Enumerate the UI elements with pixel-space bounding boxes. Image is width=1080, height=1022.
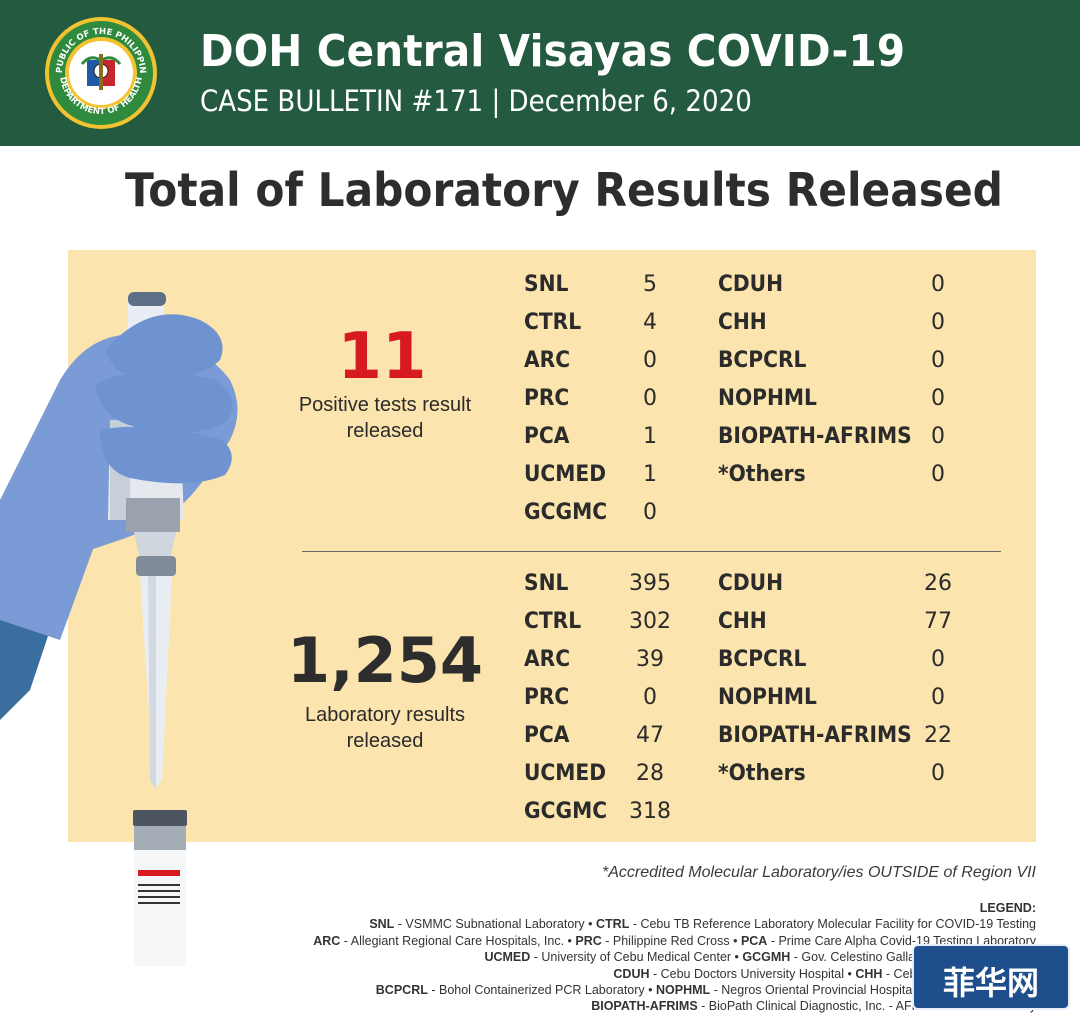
released-lab-name: ARC [524, 647, 571, 672]
positive-total-label: Positive tests result released [282, 392, 488, 444]
legend-code: CDUH [613, 966, 650, 981]
released-lab-value: 0 [931, 761, 945, 786]
released-lab-name: CDUH [718, 571, 784, 596]
positive-lab-name: CHH [718, 310, 767, 335]
released-lab-value: 0 [931, 685, 945, 710]
legend-desc: - Philippine Red Cross • [601, 933, 741, 948]
positive-lab-value: 0 [931, 386, 945, 411]
positive-lab-name: SNL [524, 272, 569, 297]
released-lab-value: 0 [931, 647, 945, 672]
legend-code: PRC [575, 933, 602, 948]
released-lab-name: PRC [524, 685, 570, 710]
released-lab-value: 395 [629, 571, 671, 596]
released-label-line-2: released [346, 730, 424, 752]
positive-lab-value: 1 [643, 462, 657, 487]
released-lab-value: 47 [636, 723, 664, 748]
released-lab-value: 302 [629, 609, 671, 634]
gloved-hand-pipette-illustration [0, 292, 238, 966]
legend-desc: - University of Cebu Medical Center • [530, 950, 743, 965]
released-total-label: Laboratory results released [285, 702, 485, 754]
positive-lab-name: NOPHML [718, 386, 817, 411]
released-lab-value: 28 [636, 761, 664, 786]
legend-desc: - Cebu Doctors University Hospital • [649, 966, 856, 981]
legend-code: UCMED [484, 950, 531, 965]
positive-lab-name: *Others [718, 462, 806, 487]
watermark-text: 菲华网 [942, 964, 1039, 1002]
legend-desc: - Bohol Containerized PCR Laboratory • [427, 983, 656, 998]
released-lab-value: 77 [924, 609, 952, 634]
positive-lab-value: 0 [643, 348, 657, 373]
legend-code: PCA [740, 933, 768, 948]
positive-lab-value: 0 [931, 310, 945, 335]
header-banner: REPUBLIC OF THE PHILIPPINES DEPARTMENT O… [0, 0, 1080, 146]
released-lab-value: 39 [636, 647, 664, 672]
released-lab-name: PCA [524, 723, 570, 748]
legend-code: ARC [313, 933, 341, 948]
bulletin-title: DOH Central Visayas COVID-19 [200, 26, 906, 77]
positive-lab-name: CDUH [718, 272, 784, 297]
released-lab-value: 22 [924, 723, 952, 748]
positive-lab-name: ARC [524, 348, 571, 373]
legend-code: SNL [369, 917, 395, 932]
released-lab-value: 26 [924, 571, 952, 596]
legend-desc: - VSMMC Subnational Laboratory • [394, 917, 597, 932]
positive-lab-name: UCMED [524, 462, 607, 487]
positive-lab-value: 0 [931, 462, 945, 487]
results-panel [68, 250, 1036, 842]
legend-code: NOPHML [655, 983, 711, 998]
positive-lab-value: 4 [643, 310, 657, 335]
outside-region-footnote: *Accredited Molecular Laboratory/ies OUT… [602, 864, 1036, 881]
legend-desc: - Allegiant Regional Care Hospitals, Inc… [340, 933, 576, 948]
positive-lab-value: 5 [643, 272, 657, 297]
released-lab-name: BIOPATH-AFRIMS [718, 723, 912, 748]
legend-heading: LEGEND: [979, 901, 1036, 915]
legend-code: CHH [855, 966, 883, 981]
positive-lab-value: 0 [643, 386, 657, 411]
released-label-line-1: Laboratory results [304, 704, 466, 726]
positive-lab-value: 0 [931, 348, 945, 373]
released-total: 1,254 [286, 624, 484, 697]
legend-code: CTRL [596, 917, 630, 932]
released-lab-value: 318 [629, 799, 671, 824]
positive-lab-value: 0 [643, 500, 657, 525]
positive-lab-value: 0 [931, 272, 945, 297]
positive-lab-name: BCPCRL [718, 348, 807, 373]
released-lab-name: SNL [524, 571, 569, 596]
released-lab-name: BCPCRL [718, 647, 807, 672]
released-lab-name: NOPHML [718, 685, 817, 710]
legend-desc: - Cebu TB Reference Laboratory Molecular… [629, 917, 1036, 932]
released-lab-name: CTRL [524, 609, 582, 634]
legend-code: BIOPATH-AFRIMS [591, 999, 698, 1014]
positive-lab-value: 0 [931, 424, 945, 449]
released-lab-name: *Others [718, 761, 806, 786]
legend-line: SNL - VSMMC Subnational Laboratory • CTR… [206, 916, 1036, 932]
legend-code: GCGMH [742, 950, 791, 965]
site-watermark: 菲华网 [912, 944, 1070, 1010]
released-lab-value: 0 [643, 685, 657, 710]
positive-total: 11 [337, 320, 427, 394]
doh-seal-icon: REPUBLIC OF THE PHILIPPINES DEPARTMENT O… [44, 16, 157, 129]
released-lab-name: UCMED [524, 761, 607, 786]
positive-lab-name: GCGMC [524, 500, 608, 525]
section-divider [302, 551, 1001, 552]
released-lab-name: GCGMC [524, 799, 608, 824]
positive-lab-value: 1 [643, 424, 657, 449]
released-lab-name: CHH [718, 609, 767, 634]
positive-lab-name: PRC [524, 386, 570, 411]
positive-label-line-2: released [346, 420, 424, 442]
positive-lab-name: CTRL [524, 310, 582, 335]
positive-lab-name: BIOPATH-AFRIMS [718, 424, 912, 449]
positive-label-line-1: Positive tests result [298, 394, 472, 416]
bulletin-subtitle: CASE BULLETIN #171 | December 6, 2020 [200, 84, 752, 118]
page-title: Total of Laboratory Results Released [125, 163, 1003, 217]
positive-lab-name: PCA [524, 424, 570, 449]
legend-code: BCPCRL [375, 983, 428, 998]
